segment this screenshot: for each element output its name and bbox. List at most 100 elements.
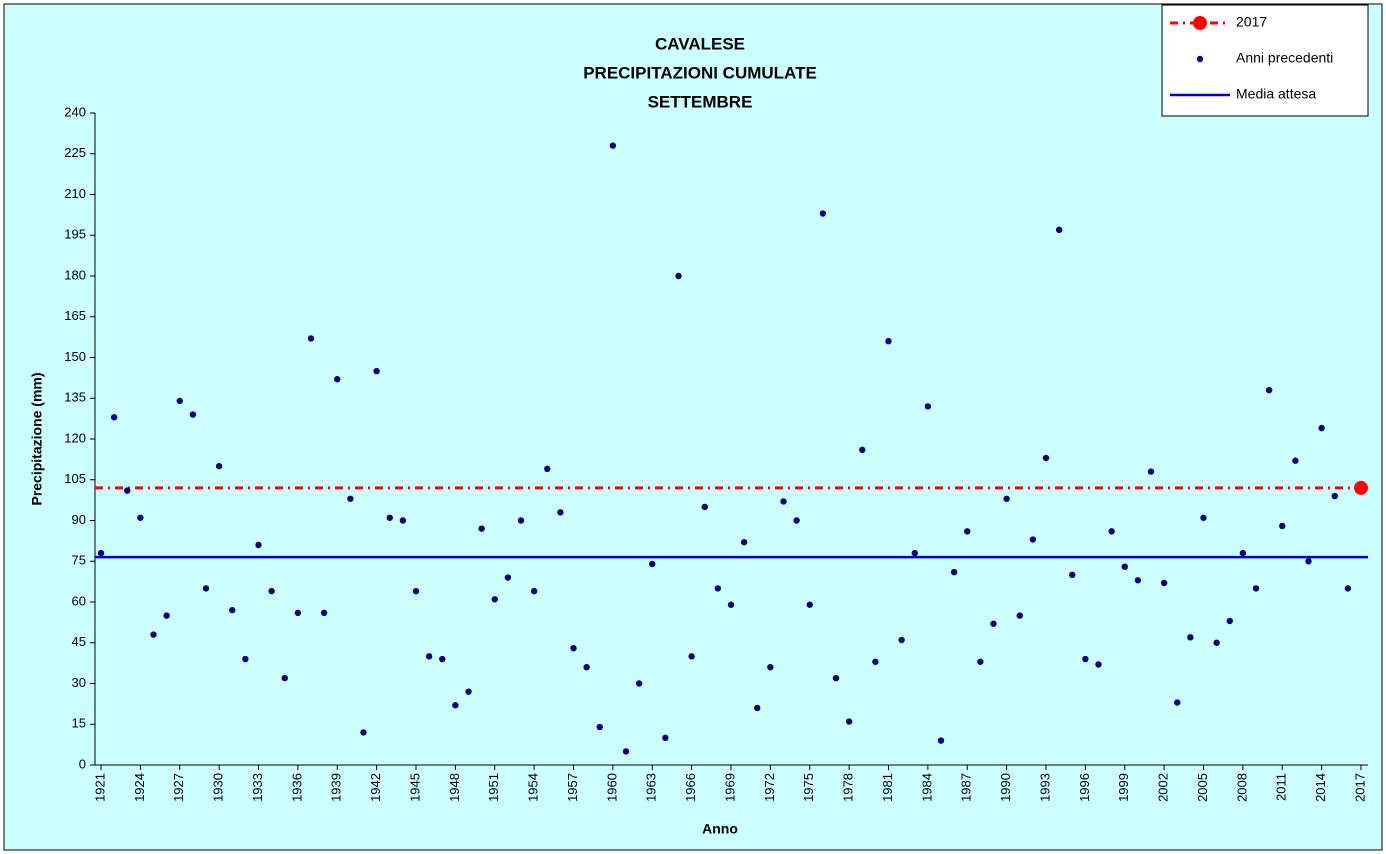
point	[1082, 655, 1089, 663]
point	[294, 609, 302, 617]
point	[1095, 661, 1102, 668]
point	[1305, 558, 1312, 565]
x-tick-label: 2005	[1195, 773, 1210, 802]
point	[465, 688, 472, 695]
legend-symbol	[1193, 16, 1207, 30]
point	[452, 702, 459, 709]
point	[1134, 577, 1142, 584]
point	[202, 585, 210, 592]
point	[609, 142, 617, 149]
x-tick-label: 1948	[447, 773, 462, 802]
point	[1292, 457, 1299, 464]
point	[320, 609, 328, 617]
point	[347, 495, 354, 502]
point	[1003, 495, 1010, 502]
point	[1147, 468, 1155, 475]
point	[898, 636, 905, 644]
y-tick-label: 195	[64, 227, 86, 242]
x-tick-label: 1996	[1077, 773, 1092, 802]
point	[622, 748, 630, 755]
x-tick-label: 2011	[1274, 773, 1289, 801]
point	[1239, 549, 1247, 557]
point	[1174, 699, 1181, 706]
point	[859, 446, 866, 454]
point	[740, 539, 748, 546]
x-tick-label: 1927	[171, 773, 186, 802]
y-tick-label: 90	[72, 512, 86, 527]
point	[950, 568, 958, 576]
point	[845, 718, 853, 725]
x-tick-label: 1975	[801, 773, 816, 802]
point	[334, 376, 341, 383]
x-tick-label: 2008	[1234, 773, 1249, 802]
y-tick-label: 135	[64, 390, 86, 405]
x-tick-label: 1984	[919, 773, 934, 802]
x-tick-label: 1960	[604, 773, 619, 802]
point	[307, 335, 315, 342]
point	[425, 653, 433, 660]
point	[1200, 514, 1207, 521]
x-tick-label: 2017	[1352, 773, 1367, 802]
y-tick-label: 210	[64, 186, 86, 201]
x-tick-label: 1936	[289, 773, 304, 802]
point	[1121, 563, 1128, 570]
x-axis-title: Anno	[702, 821, 738, 837]
point	[1160, 579, 1168, 587]
point	[478, 525, 485, 532]
point	[491, 596, 498, 603]
point	[570, 644, 577, 652]
point	[517, 517, 525, 524]
legend-label: 2017	[1236, 14, 1267, 30]
y-tick-label: 105	[64, 471, 86, 486]
point	[1108, 528, 1115, 535]
point	[1187, 634, 1194, 641]
point	[399, 517, 407, 524]
point	[806, 601, 813, 608]
point	[832, 674, 840, 682]
x-tick-label: 1957	[565, 773, 580, 802]
y-tick-label: 45	[72, 634, 86, 649]
point	[1042, 454, 1050, 462]
point	[242, 655, 249, 663]
x-tick-label: 1939	[329, 773, 344, 802]
point	[662, 734, 669, 742]
x-tick-label: 1933	[250, 773, 265, 802]
chart-title: PRECIPITAZIONI CUMULATE	[583, 63, 817, 82]
point	[701, 503, 708, 511]
point	[937, 737, 945, 744]
x-tick-label: 1981	[880, 773, 895, 802]
x-tick-label: 1966	[683, 773, 698, 802]
point	[1318, 424, 1325, 432]
y-tick-label: 225	[64, 145, 86, 160]
point	[780, 498, 787, 505]
point	[1265, 386, 1273, 394]
y-tick-label: 30	[72, 675, 86, 690]
point	[110, 414, 118, 421]
point	[1016, 612, 1023, 619]
legend-label: Media attesa	[1236, 86, 1316, 102]
point	[767, 664, 774, 671]
x-tick-label: 1972	[762, 773, 777, 802]
point	[675, 272, 682, 280]
point	[688, 653, 695, 660]
x-tick-label: 1951	[486, 773, 501, 802]
x-tick-label: 1942	[368, 773, 383, 802]
y-tick-label: 120	[64, 430, 86, 445]
point	[1279, 522, 1286, 530]
legend-label: Anni precedenti	[1236, 50, 1333, 66]
x-tick-label: 1999	[1116, 773, 1131, 802]
point	[793, 517, 800, 524]
point	[1331, 492, 1338, 500]
point	[530, 587, 538, 595]
point	[176, 397, 183, 405]
point	[386, 514, 393, 521]
point	[412, 587, 420, 595]
x-tick-label: 1921	[92, 773, 107, 802]
point	[360, 729, 367, 736]
point	[635, 680, 643, 687]
x-tick-label: 2014	[1313, 773, 1328, 802]
point	[1252, 585, 1260, 592]
point	[229, 606, 236, 614]
point	[1055, 226, 1063, 234]
